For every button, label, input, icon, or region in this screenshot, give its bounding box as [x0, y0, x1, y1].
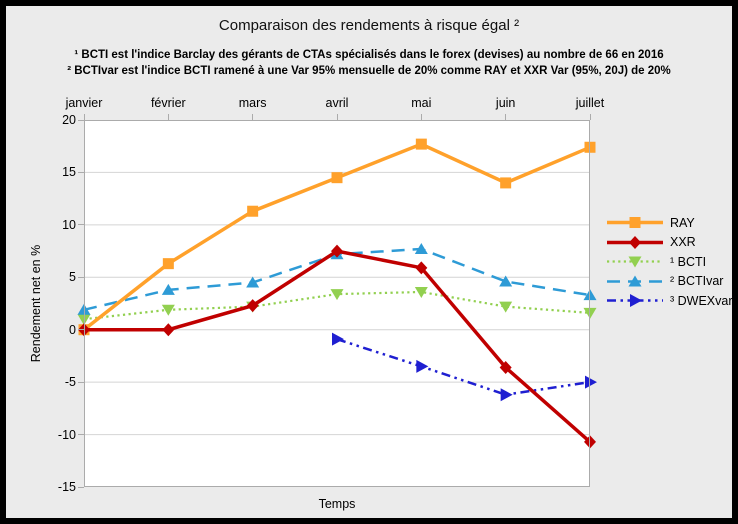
footnote-1: ¹ BCTI est l'indice Barclay des gérants …: [74, 49, 664, 61]
triangle-right-marker: [585, 375, 597, 389]
x-axis-title: Temps: [318, 497, 356, 511]
y-axis-tick: [78, 486, 84, 488]
x-axis-tick: [252, 114, 254, 120]
y-tick-label: -15: [57, 480, 76, 494]
square-marker: [629, 217, 641, 229]
triangle-right-marker: [630, 294, 642, 308]
legend: RAY XXR ¹ BCTI ² BCTIvar ³ DWEXvar: [607, 213, 733, 311]
x-axis-tick: [589, 114, 591, 120]
diamond-marker: [415, 261, 428, 275]
series-line-XXR: [84, 249, 592, 444]
y-tick-label: 10: [62, 217, 76, 232]
triangle-down-marker: [161, 304, 175, 316]
triangle-right-marker: [416, 359, 429, 373]
triangle-down-marker: [414, 286, 428, 298]
legend-item-RAY: RAY: [607, 213, 733, 233]
plot-area: [77, 120, 597, 487]
triangle-right-marker: [332, 332, 344, 346]
legend-sample: [607, 294, 663, 308]
square-marker: [331, 172, 343, 184]
y-tick-label: 5: [69, 270, 76, 285]
x-tick-label: février: [150, 96, 186, 110]
diamond-marker: [331, 244, 343, 258]
series-line-DWEXvar: [336, 338, 591, 396]
triangle-up-marker: [583, 289, 597, 301]
x-tick-label: mai: [411, 96, 432, 110]
diamond-marker: [629, 235, 641, 249]
square-marker: [584, 141, 596, 153]
legend-label: ¹ BCTI: [670, 254, 707, 269]
y-axis-tick: [78, 434, 84, 436]
triangle-up-marker: [628, 275, 642, 287]
diamond-marker: [162, 323, 175, 337]
x-tick-label: juillet: [575, 96, 605, 110]
x-tick-label: avril: [325, 96, 349, 110]
square-marker: [415, 138, 427, 150]
triangle-up-marker: [499, 275, 513, 287]
square-marker: [500, 177, 512, 189]
triangle-right-marker: [500, 388, 513, 402]
legend-item-XXR: XXR: [607, 233, 733, 253]
chart-canvas: [77, 138, 597, 449]
triangle-down-marker: [583, 307, 597, 319]
square-marker: [247, 205, 259, 217]
legend-item-BCTI: ¹ BCTI: [607, 252, 733, 272]
y-tick-label: -5: [64, 375, 76, 390]
y-axis-tick: [78, 119, 84, 121]
footnote-2: ² BCTIvar est l'indice BCTI ramené à une…: [67, 65, 671, 77]
diamond-marker: [246, 299, 259, 313]
diamond-marker: [499, 360, 512, 374]
legend-item-DWEXvar: ³ DWEXvar: [607, 291, 733, 311]
y-tick-label: 15: [62, 165, 76, 180]
x-axis-tick: [505, 114, 507, 120]
y-axis-tick: [78, 171, 84, 173]
triangle-down-marker: [330, 289, 344, 301]
y-axis-tick: [78, 381, 84, 383]
x-axis-tick: [336, 114, 338, 120]
legend-label: ² BCTIvar: [670, 274, 724, 289]
y-tick-label: 20: [62, 113, 76, 127]
triangle-up-marker: [246, 276, 260, 288]
y-tick-label: -10: [57, 427, 76, 442]
x-axis-tick: [167, 114, 169, 120]
y-tick-label: 0: [69, 322, 76, 337]
triangle-up-marker: [161, 283, 175, 295]
triangle-down-marker: [499, 301, 513, 313]
y-axis-tick: [78, 276, 84, 278]
y-axis-tick: [78, 224, 84, 226]
square-marker: [162, 258, 174, 270]
legend-sample: [607, 217, 663, 229]
legend-label: ³ DWEXvar: [670, 293, 733, 308]
diamond-marker: [584, 435, 596, 449]
legend-item-BCTIvar: ² BCTIvar: [607, 272, 733, 292]
x-tick-label: mars: [238, 96, 267, 110]
legend-sample: [607, 256, 663, 268]
triangle-up-marker: [414, 242, 428, 254]
x-tick-label: janvier: [65, 96, 103, 110]
y-axis-tick: [78, 329, 84, 331]
x-axis-tick: [420, 114, 422, 120]
legend-sample: [607, 275, 663, 287]
legend-label: XXR: [670, 235, 696, 250]
legend-sample: [607, 235, 663, 249]
triangle-down-marker: [628, 256, 642, 268]
x-tick-label: juin: [495, 96, 516, 110]
legend-label: RAY: [670, 215, 695, 230]
chart-title: Comparaison des rendements à risque égal…: [218, 17, 520, 34]
x-axis-tick: [83, 114, 85, 120]
